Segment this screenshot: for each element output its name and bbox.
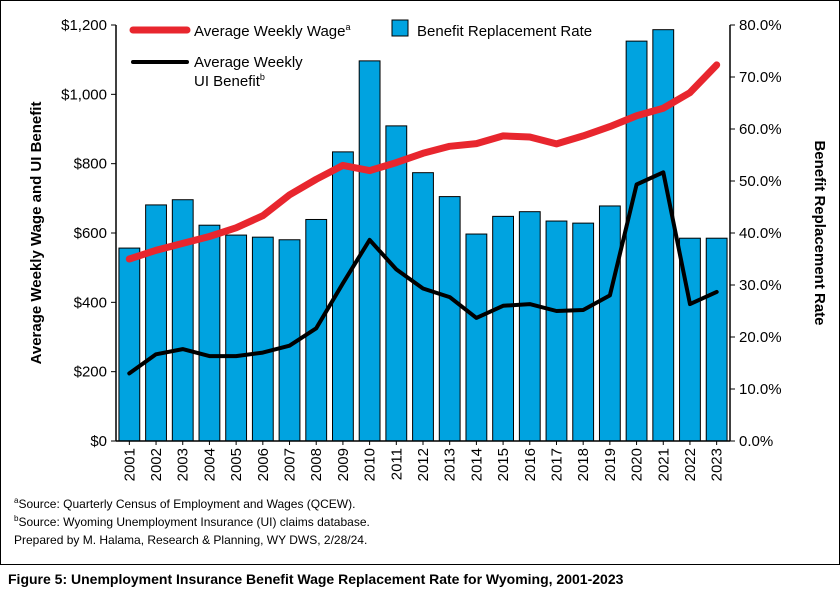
x-tick-label-2015: 2015 [495, 448, 512, 481]
x-tick-label-2011: 2011 [388, 448, 405, 480]
right-axis-label: Benefit Replacement Rate [811, 140, 828, 325]
left-tick-label: $0 [90, 433, 107, 450]
right-tick-label: 40.0% [739, 225, 782, 242]
bar-2017 [545, 220, 568, 442]
x-tick-label-2014: 2014 [468, 448, 485, 481]
legend-label-ui-benefit-line1: Average Weekly [194, 54, 303, 71]
bar-series-benefit-replacement-rate [118, 29, 728, 442]
chart: $0 $200 $400 $600 $800 $1,000 $1,200 0.0% 10.0%… [28, 17, 828, 481]
bar-2003 [171, 199, 194, 442]
bar-2023 [705, 237, 728, 442]
x-tick-label-2017: 2017 [548, 448, 565, 481]
x-tick-label-2018: 2018 [575, 448, 592, 481]
bar-2014 [465, 233, 488, 442]
x-tick-label-2013: 2013 [442, 448, 459, 481]
left-tick-label: $600 [74, 225, 107, 242]
x-tick-label-2009: 2009 [335, 448, 352, 481]
x-tick-label-2002: 2002 [148, 448, 165, 481]
right-tick-label: 50.0% [739, 173, 782, 190]
legend-swatch-replacement-rate [391, 19, 409, 37]
right-tick-label: 0.0% [739, 433, 773, 450]
figure-caption: Figure 5: Unemployment Insurance Benefit… [8, 571, 624, 587]
x-tick-label-2005: 2005 [228, 448, 245, 481]
right-tick-label: 70.0% [739, 69, 782, 86]
x-tick-label-2001: 2001 [121, 448, 138, 481]
bar-2004 [198, 224, 221, 442]
legend-label-ui-benefit-line2: UI Benefitb [194, 72, 265, 90]
left-tick-label: $1,200 [61, 17, 107, 34]
x-tick-label-2008: 2008 [308, 448, 325, 481]
left-axis-label: Average Weekly Wage and UI Benefit [28, 102, 45, 365]
legend-label-wage: Average Weekly Wagea [194, 22, 350, 40]
bar-2019 [598, 205, 621, 442]
left-tick-label: $800 [74, 156, 107, 173]
bar-2015 [492, 215, 514, 442]
bar-2001 [118, 247, 141, 442]
x-tick-label-2022: 2022 [682, 448, 699, 481]
line-average-weekly-ui-benefit [127, 170, 719, 376]
x-axis-ticks: 2001 2002 2003 2004 2005 2006 2007 2008 2009 2010… [121, 441, 726, 481]
bar-2006 [251, 236, 274, 442]
right-tick-label: 80.0% [739, 17, 782, 34]
x-tick-label-2003: 2003 [175, 448, 192, 481]
bar-2020 [625, 40, 648, 442]
bar-2002 [145, 204, 167, 442]
x-tick-label-2019: 2019 [602, 448, 619, 481]
x-tick-label-2012: 2012 [415, 448, 432, 481]
legend-label-replacement-rate: Benefit Replacement Rate [417, 23, 592, 40]
right-tick-label: 60.0% [739, 121, 782, 138]
x-tick-label-2006: 2006 [255, 448, 272, 481]
x-tick-label-2021: 2021 [655, 448, 672, 481]
left-axis-ticks: $0 $200 $400 $600 $800 $1,000 $1,200 [61, 17, 116, 450]
x-tick-label-2007: 2007 [282, 448, 299, 481]
x-tick-label-2023: 2023 [709, 448, 726, 481]
legend: Average Weekly Wagea Average Weekly UI B… [129, 19, 592, 90]
bar-2018 [572, 222, 595, 442]
left-tick-label: $400 [74, 294, 107, 311]
right-tick-label: 30.0% [739, 277, 782, 294]
x-tick-label-2004: 2004 [201, 448, 218, 481]
prepared-by-note: Prepared by M. Halama, Research & Planni… [14, 533, 368, 547]
bar-2012 [412, 172, 434, 442]
x-tick-label-2016: 2016 [522, 448, 539, 481]
line-series [125, 61, 721, 376]
bar-2016 [518, 211, 541, 442]
figure-frame: $0 $200 $400 $600 $800 $1,000 $1,200 0.0% 10.0%… [0, 0, 840, 565]
right-tick-label: 10.0% [739, 381, 782, 398]
bar-2011 [385, 125, 408, 442]
source-note-b: bSource: Wyoming Unemployment Insurance … [14, 514, 370, 530]
right-tick-label: 20.0% [739, 329, 782, 346]
source-note-a: aSource: Quarterly Census of Employment … [14, 496, 356, 512]
x-tick-label-2020: 2020 [629, 448, 646, 481]
left-tick-label: $200 [74, 364, 107, 381]
bar-2013 [438, 196, 461, 442]
bar-2021 [652, 29, 675, 442]
left-tick-label: $1,000 [61, 86, 107, 103]
line-average-weekly-wage [125, 61, 721, 263]
bar-2005 [225, 234, 248, 442]
x-tick-label-2010: 2010 [362, 448, 379, 481]
right-axis-ticks: 0.0% 10.0% 20.0% 30.0% 40.0% 50.0% 60.0% 70.0% 8… [730, 17, 782, 450]
